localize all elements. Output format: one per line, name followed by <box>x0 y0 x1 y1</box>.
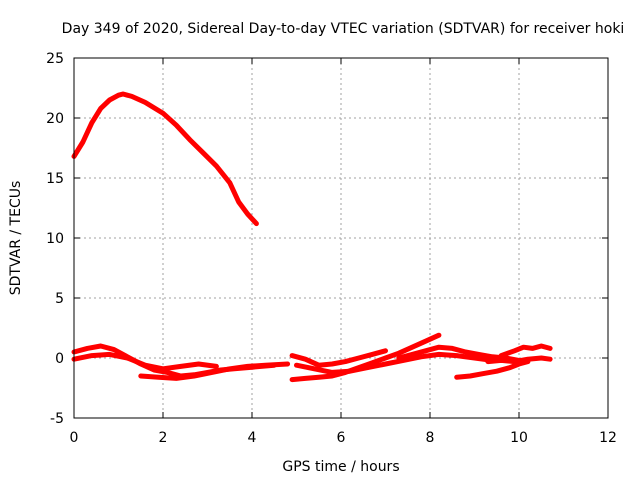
x-tick-label: 0 <box>70 430 79 446</box>
y-tick-label: 5 <box>55 291 64 307</box>
chart-title: Day 349 of 2020, Sidereal Day-to-day VTE… <box>62 21 625 37</box>
x-tick-label: 6 <box>337 430 346 446</box>
y-axis-label: SDTVAR / TECUs <box>8 181 24 296</box>
data-series <box>71 91 553 383</box>
series-satellite-arc-mid-c <box>294 351 495 375</box>
series-satellite-arc-high <box>71 91 259 227</box>
series-satellite-arc-mid-d <box>396 344 522 363</box>
plot-frame <box>73 57 609 419</box>
series-satellite-arc-mid-a <box>289 332 442 383</box>
x-tick-label: 10 <box>510 430 528 446</box>
x-tick-label: 8 <box>426 430 435 446</box>
x-tick-label: 4 <box>248 430 257 446</box>
y-tick-label: 15 <box>46 171 64 187</box>
x-tick-label: 12 <box>599 430 617 446</box>
series-satellite-arc-mid-b <box>289 348 388 368</box>
series-satellite-arc-low-c <box>138 361 291 381</box>
x-axis-label: GPS time / hours <box>282 459 399 475</box>
series-satellite-arc-low-a <box>71 343 277 379</box>
y-tick-label: 0 <box>55 351 64 367</box>
y-tick-label: -5 <box>50 411 64 427</box>
y-tick-label: 20 <box>46 111 64 127</box>
x-tick-labels: 0 2 4 6 8 10 12 <box>70 430 617 446</box>
y-tick-label: 10 <box>46 231 64 247</box>
y-tick-labels: -5 0 5 10 15 20 25 <box>46 51 64 427</box>
series-satellite-arc-late-b <box>498 343 553 359</box>
series-satellite-arc-late-c <box>485 355 553 365</box>
series-satellite-arc-low-b <box>71 351 219 372</box>
series-satellite-arc-late-a <box>454 359 531 380</box>
y-tick-label: 25 <box>46 51 64 67</box>
x-tick-label: 2 <box>159 430 168 446</box>
